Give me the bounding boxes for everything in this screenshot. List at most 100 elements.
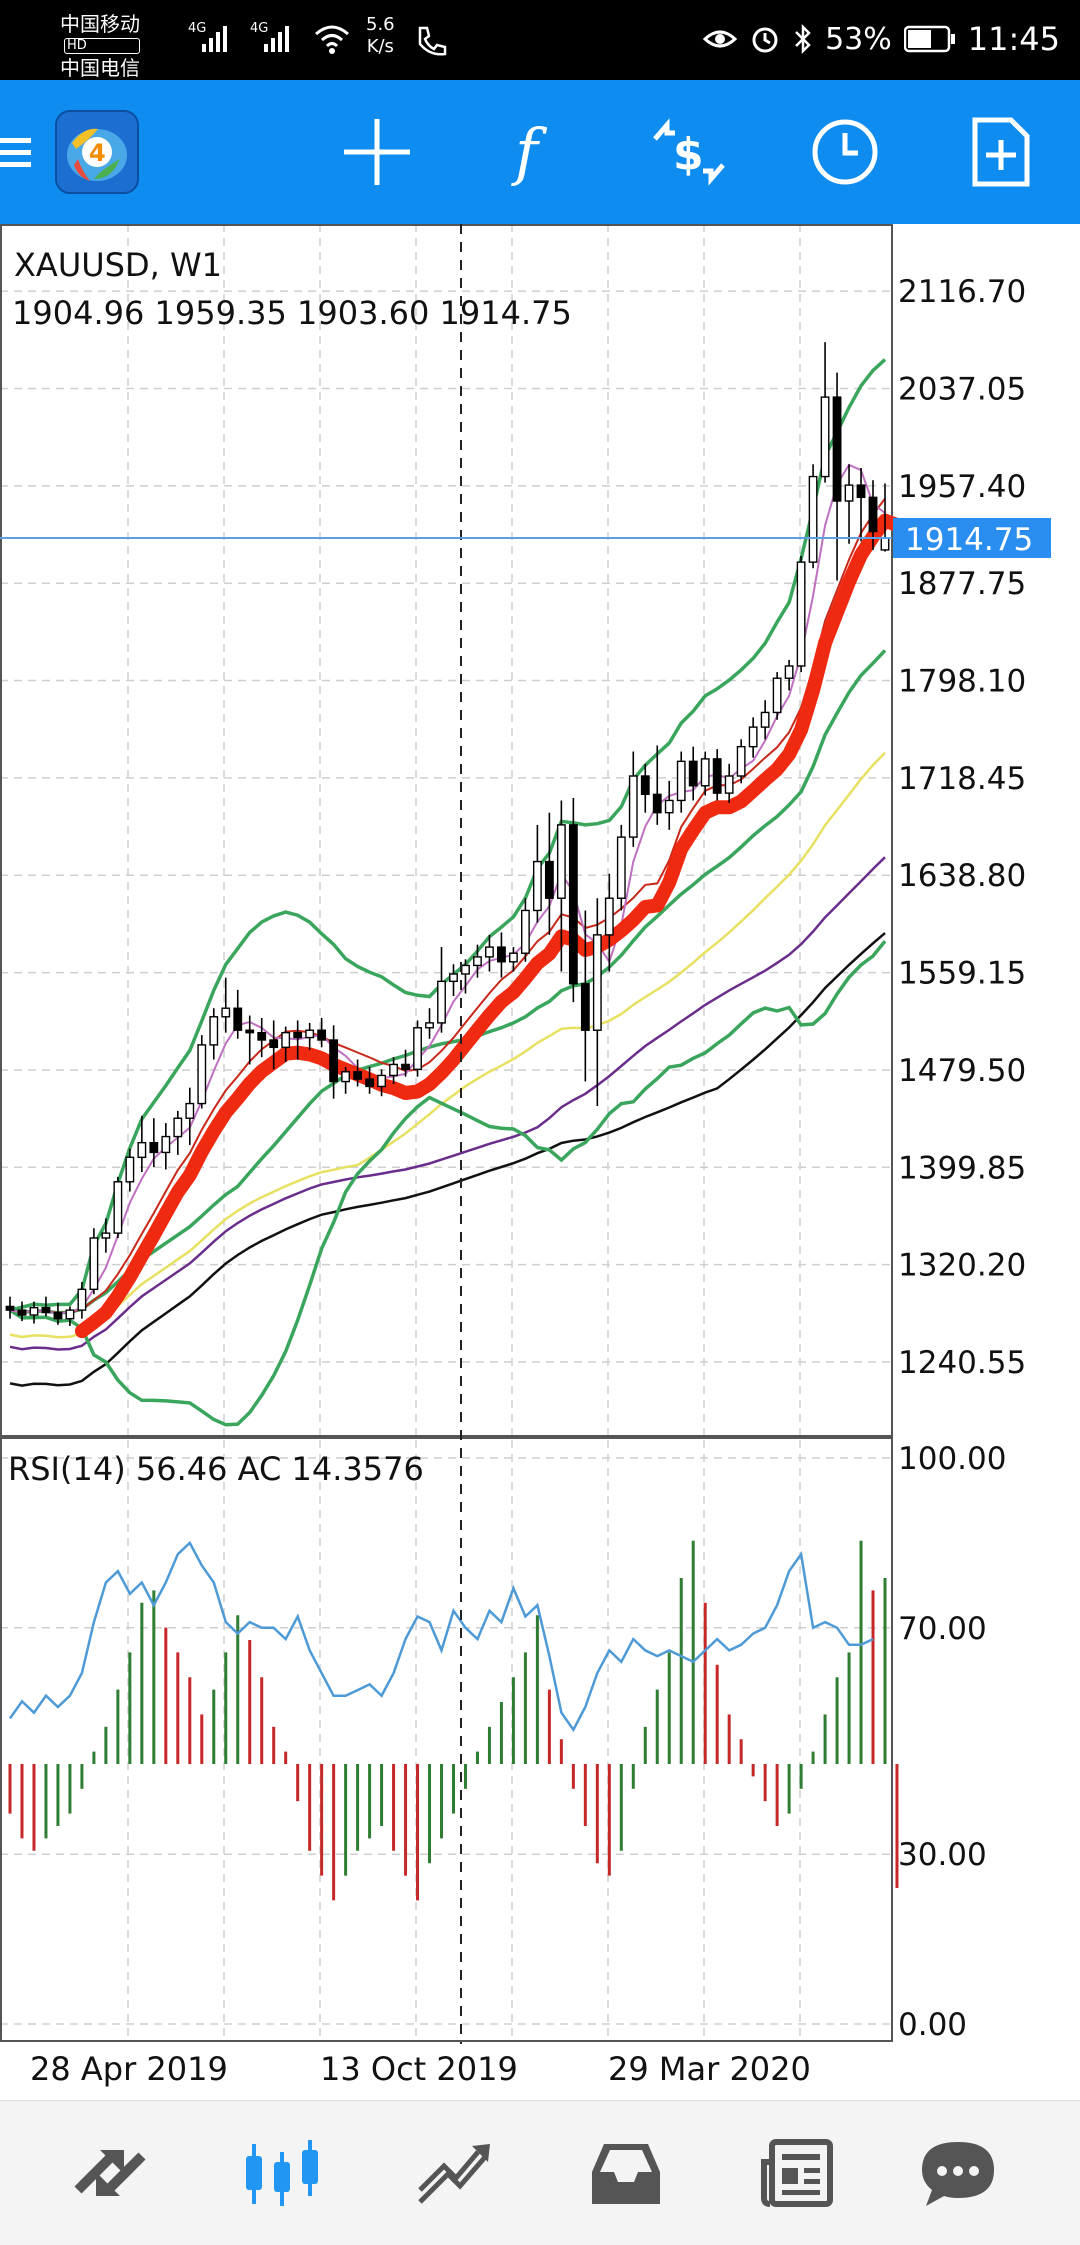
candle [820,342,830,483]
candle [233,989,243,1039]
candle-body [736,745,746,777]
candle-body [161,1135,171,1154]
timeframe-button[interactable] [790,80,900,224]
date-tick-label: 29 Mar 2020 [608,2050,811,2088]
trade-trend-icon [418,2144,490,2204]
candle-body [77,1288,87,1311]
candle [197,1035,207,1109]
ma-purple-line [9,856,886,1351]
candle [724,763,734,803]
crosshair-button[interactable] [322,80,432,224]
candle [425,1008,434,1039]
nav-history[interactable] [566,2101,686,2245]
candle-body [688,760,698,787]
candle-body [41,1306,51,1314]
nav-news[interactable] [738,2101,858,2245]
candle-body [592,934,602,1031]
clock: 11:45 [967,20,1060,58]
nav-trade[interactable] [394,2101,514,2245]
rsi-axis: 100.00 70.00 30.00 0.00 [898,1441,1006,2043]
candle-body [616,836,626,899]
hd-badge-1: HD [64,38,140,54]
candle-body [281,1031,291,1049]
wifi-icon [315,25,349,54]
candle [161,1123,171,1170]
candle [413,1020,422,1077]
indicators-button[interactable]: f [478,80,588,224]
candle-body [317,1029,327,1041]
candle [664,780,674,830]
candle-body [209,1016,219,1046]
candle [377,1069,386,1097]
app-logo-button[interactable]: 4 [42,80,152,224]
candle [101,1218,111,1253]
candle-body [425,1022,434,1029]
nav-chart[interactable] [222,2101,342,2245]
candle-body [784,665,794,679]
candle [341,1066,351,1094]
candle-body [65,1309,75,1320]
candle [209,1008,219,1060]
candle [748,717,758,758]
net-speed-value: 5.6 [366,14,395,35]
candle [137,1115,147,1172]
candle [700,751,710,796]
candle [616,824,626,911]
candle-body [568,824,578,985]
net-type-2: 4G [250,21,268,36]
symbol-label: XAUUSD, W1 [14,246,222,284]
candle-body [173,1117,183,1138]
chart-area[interactable]: 2116.70 2037.05 1957.40 1877.75 1798.10 1718.… [0,224,1080,2100]
price-tick-label: 1320.20 [898,1248,1026,1284]
candlestick-chart-icon [246,2140,318,2206]
candle [640,763,650,813]
newspaper-icon [761,2139,833,2207]
candle-body [233,1007,243,1031]
chart-frame [0,224,893,2042]
trade-button[interactable]: $ [634,80,744,224]
quotes-arrows-icon [74,2150,146,2196]
nav-chat[interactable] [898,2101,1018,2245]
eye-icon [703,30,738,48]
hamburger-icon [0,138,31,167]
candle [17,1301,27,1322]
candle-body [676,760,686,802]
candle-body [137,1141,147,1159]
candle-body [245,1029,255,1034]
alarm-icon [752,27,778,53]
candle-body [796,561,806,667]
candle-body [520,909,530,954]
candle [628,751,638,847]
candle [485,934,494,972]
candle [532,824,542,923]
candle-body [485,946,494,958]
candle-body [221,1007,231,1018]
candle [736,739,746,784]
price-tick-label: 1638.80 [898,858,1026,894]
current-price-tag [893,517,1051,558]
candle [221,977,231,1033]
candle [65,1306,75,1326]
candle [29,1301,39,1324]
candle [449,964,458,996]
candle-body [868,496,878,533]
candle [245,1015,255,1065]
candle-body [389,1063,398,1077]
new-order-button[interactable] [946,80,1056,224]
candle-body [353,1071,363,1080]
hd-call-icon [418,26,447,56]
candle-body [125,1156,135,1183]
candle-body [305,1029,315,1039]
candle [53,1302,63,1325]
price-tick-label: 2116.70 [898,274,1026,310]
chart-canvas[interactable]: 2116.70 2037.05 1957.40 1877.75 1798.10 1718.… [0,224,1080,2100]
nav-quotes[interactable] [50,2101,170,2245]
metatrader-logo-icon: 4 [55,110,139,194]
candle-body [544,860,554,899]
candle-body [700,758,710,787]
candle [437,947,446,1033]
candle [269,1020,279,1070]
candle [41,1296,51,1317]
menu-button[interactable] [0,80,60,224]
ac-histogram [8,1540,899,1901]
